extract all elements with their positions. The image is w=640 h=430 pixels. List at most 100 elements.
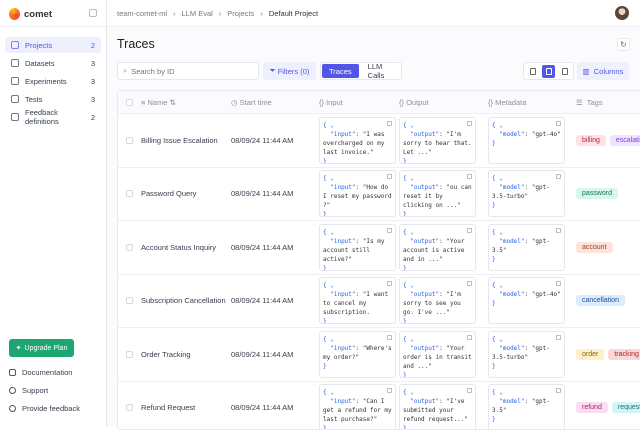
input-json-viewer[interactable]: { ⌄ "input": "Where's my order?" }: [319, 331, 396, 378]
comet-logo[interactable]: comet: [9, 8, 52, 20]
column-start-time[interactable]: ◷ Start time: [231, 98, 319, 107]
copy-icon[interactable]: [556, 335, 561, 340]
select-all-checkbox[interactable]: [126, 99, 133, 106]
column-name[interactable]: ≡ Name ⇅: [141, 98, 231, 107]
table-row[interactable]: Password Query 08/09/24 11:44 AM { ⌄ "in…: [118, 168, 640, 222]
table-row[interactable]: Account Status Inquiry 08/09/24 11:44 AM…: [118, 221, 640, 275]
input-json-viewer[interactable]: { ⌄ "input": "Is my account still active…: [319, 224, 396, 271]
copy-icon[interactable]: [556, 174, 561, 179]
input-json-viewer[interactable]: { ⌄ "input": "How do I reset my password…: [319, 170, 396, 217]
start-time: 08/09/24 11:44 AM: [231, 296, 319, 305]
copy-icon[interactable]: [556, 228, 561, 233]
brace: { ⌄: [403, 336, 414, 343]
json-value: "gpt-4o": [532, 131, 561, 138]
column-output[interactable]: {} Output: [399, 98, 488, 107]
table-row[interactable]: Order Tracking 08/09/24 11:44 AM { ⌄ "in…: [118, 328, 640, 382]
copy-icon[interactable]: [467, 281, 472, 286]
filters-button[interactable]: ⏷ Filters (0): [263, 62, 316, 80]
copy-icon[interactable]: [387, 121, 392, 126]
model-json-viewer[interactable]: { ⌄ "model": "gpt-4o" }: [488, 277, 565, 324]
input-json-viewer[interactable]: { ⌄ "input": "I want to cancel my subscr…: [319, 277, 396, 324]
row-checkbox[interactable]: [126, 137, 133, 144]
sidebar-item-label: Datasets: [25, 59, 85, 68]
model-json-viewer[interactable]: { ⌄ "model": "gpt-4o" }: [488, 117, 565, 164]
avatar[interactable]: [615, 6, 629, 20]
trace-name: Billing Issue Escalation: [141, 136, 231, 145]
table-row[interactable]: Subscription Cancellation 08/09/24 11:44…: [118, 275, 640, 329]
search-input[interactable]: [131, 67, 241, 76]
copy-icon[interactable]: [387, 174, 392, 179]
copy-icon[interactable]: [556, 388, 561, 393]
row-checkbox[interactable]: [126, 351, 133, 358]
upgrade-label: Upgrade Plan: [25, 345, 68, 352]
tag-badge: password: [576, 188, 618, 199]
model-json-viewer[interactable]: { ⌄ "model": "gpt-3.5-turbo" }: [488, 170, 565, 217]
brace: { ⌄: [403, 389, 414, 396]
copy-icon[interactable]: [467, 121, 472, 126]
copy-icon[interactable]: [556, 281, 561, 286]
input-json-viewer[interactable]: { ⌄ "input": "I was overcharged on my la…: [319, 117, 396, 164]
collapse-sidebar-icon[interactable]: [89, 9, 97, 17]
output-json-viewer[interactable]: { ⌄ "output": "I'm sorry to see you go. …: [399, 277, 476, 324]
table-row[interactable]: Billing Issue Escalation 08/09/24 11:44 …: [118, 114, 640, 168]
row-checkbox[interactable]: [126, 404, 133, 411]
json-key: "model": [499, 291, 524, 298]
large-view-button[interactable]: [558, 65, 571, 78]
brace: { ⌄: [403, 175, 414, 182]
model-json-viewer[interactable]: { ⌄ "model": "gpt-3.5" }: [488, 384, 565, 430]
breadcrumb-projects[interactable]: Projects: [227, 9, 254, 18]
tag-badge: refund: [576, 402, 608, 413]
refresh-button[interactable]: ↻: [617, 38, 630, 51]
column-input[interactable]: {} Input: [319, 98, 399, 107]
row-checkbox[interactable]: [126, 244, 133, 251]
provide-feedback-link[interactable]: Provide feedback: [9, 402, 104, 414]
output-json-viewer[interactable]: { ⌄ "output": "I'm sorry to hear that. L…: [399, 117, 476, 164]
output-json-viewer[interactable]: { ⌄ "output": "Your account is active an…: [399, 224, 476, 271]
table-row[interactable]: Refund Request 08/09/24 11:44 AM { ⌄ "in…: [118, 382, 640, 430]
row-checkbox[interactable]: [126, 297, 133, 304]
tab-llm-calls[interactable]: LLM Calls: [361, 64, 400, 78]
breadcrumb-llm-eval[interactable]: LLM Eval: [182, 9, 213, 18]
copy-icon[interactable]: [467, 174, 472, 179]
tags-cell: account: [576, 242, 640, 253]
output-json-viewer[interactable]: { ⌄ "output": "Your order is in transit …: [399, 331, 476, 378]
copy-icon[interactable]: [387, 335, 392, 340]
breadcrumb-workspace[interactable]: team-comet-ml: [117, 9, 167, 18]
tab-traces[interactable]: Traces: [322, 64, 359, 78]
compact-view-button[interactable]: [526, 65, 539, 78]
brace: { ⌄: [323, 175, 334, 182]
copy-icon[interactable]: [467, 335, 472, 340]
input-json-viewer[interactable]: { ⌄ "input": "Can I get a refund for my …: [319, 384, 396, 430]
breadcrumb-current: Default Project: [269, 9, 318, 18]
sort-icon[interactable]: ⇅: [167, 98, 175, 107]
copy-icon[interactable]: [556, 121, 561, 126]
copy-icon[interactable]: [467, 228, 472, 233]
column-metadata[interactable]: {} Metadata: [488, 98, 576, 107]
search-box[interactable]: ⌕: [117, 62, 259, 80]
column-tags[interactable]: ☰ Tags: [576, 98, 640, 107]
brace: { ⌄: [403, 229, 414, 236]
copy-icon[interactable]: [387, 281, 392, 286]
copy-icon[interactable]: [467, 388, 472, 393]
model-json-viewer[interactable]: { ⌄ "model": "gpt-3.5-turbo" }: [488, 331, 565, 378]
copy-icon[interactable]: [387, 228, 392, 233]
row-height-toggle: [523, 62, 574, 80]
support-link[interactable]: Support: [9, 384, 104, 396]
list-icon: ☰: [576, 98, 583, 107]
row-checkbox[interactable]: [126, 190, 133, 197]
documentation-link[interactable]: Documentation: [9, 366, 104, 378]
json-key: "output": [410, 184, 439, 191]
output-json-viewer[interactable]: { ⌄ "output": "ou can reset it by clicki…: [399, 170, 476, 217]
output-json-viewer[interactable]: { ⌄ "output": "I've submitted your refun…: [399, 384, 476, 430]
copy-icon[interactable]: [387, 388, 392, 393]
columns-button[interactable]: ▥Columns: [577, 62, 629, 80]
upgrade-plan-button[interactable]: ✦Upgrade Plan: [9, 339, 74, 357]
medium-view-button[interactable]: [542, 65, 555, 78]
sparkle-icon: ✦: [16, 344, 22, 352]
model-json-viewer[interactable]: { ⌄ "model": "gpt-3.5" }: [488, 224, 565, 271]
